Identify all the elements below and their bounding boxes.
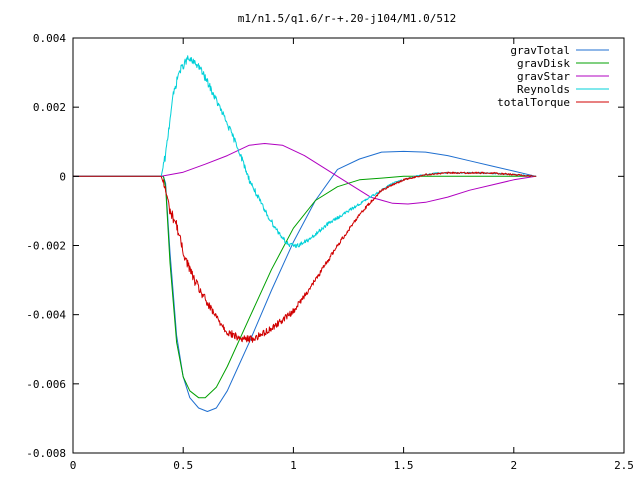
series-layer — [72, 55, 537, 412]
chart-title: m1/n1.5/q1.6/r-+.20-j104/M1.0/512 — [238, 12, 457, 25]
series-line-Reynolds — [72, 55, 537, 248]
y-tick-label: 0.004 — [33, 32, 66, 45]
legend-label-totalTorque: totalTorque — [497, 96, 570, 109]
legend: gravTotalgravDiskgravStarReynoldstotalTo… — [497, 44, 609, 109]
x-tick-label: 1 — [290, 459, 297, 472]
legend-label-gravStar: gravStar — [517, 70, 570, 83]
y-tick-label: -0.006 — [26, 378, 66, 391]
x-tick-label: 0 — [70, 459, 77, 472]
x-tick-label: 0.5 — [173, 459, 193, 472]
series-line-gravStar — [72, 143, 537, 205]
x-tick-label: 2 — [510, 459, 517, 472]
legend-label-gravDisk: gravDisk — [517, 57, 570, 70]
axes-layer: 0 0.5 1 1.5 2 2.5 0.004 0.002 0 -0.002 -0.004 -0.00… — [26, 32, 634, 472]
y-tick-label: 0 — [59, 170, 66, 183]
y-tick-label: -0.002 — [26, 240, 66, 253]
y-tick-label: -0.004 — [26, 309, 66, 322]
x-tick-label: 1.5 — [394, 459, 414, 472]
y-tick-label: 0.002 — [33, 101, 66, 114]
y-tick-label: -0.008 — [26, 447, 66, 460]
series-line-gravDisk — [72, 175, 537, 399]
legend-label-gravTotal: gravTotal — [510, 44, 570, 57]
series-line-totalTorque — [72, 171, 537, 343]
series-line-gravTotal — [72, 150, 537, 412]
x-tick-label: 2.5 — [614, 459, 634, 472]
legend-label-Reynolds: Reynolds — [517, 83, 570, 96]
